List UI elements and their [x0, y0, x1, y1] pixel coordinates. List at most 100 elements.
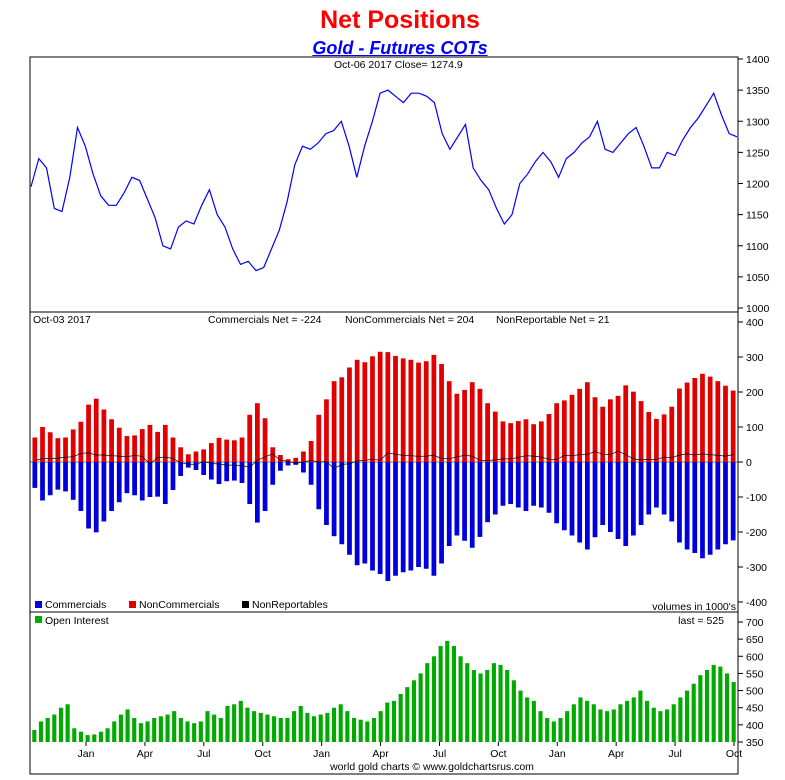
open-interest-bar	[112, 721, 117, 742]
open-interest-bar	[718, 666, 723, 742]
commercials-bar	[408, 462, 414, 571]
commercials-bar	[116, 462, 122, 503]
noncommercials-bar	[492, 411, 498, 462]
price-y-tick-label: 1200	[746, 179, 770, 191]
commercials-bar	[700, 462, 705, 559]
legend-swatch-open-interest	[35, 616, 42, 623]
open-interest-bar	[645, 700, 650, 742]
noncommercials-bar	[101, 409, 107, 462]
oi-y-tick-label: 350	[746, 737, 764, 749]
noncommercials-bar	[347, 367, 352, 462]
commercials-bar	[584, 462, 590, 550]
open-interest-bar	[138, 723, 143, 742]
noncommercials-bar	[592, 397, 598, 462]
open-interest-bar	[598, 709, 603, 742]
oi-y-tick-label: 700	[746, 617, 764, 629]
commercials-bar	[431, 462, 437, 576]
open-interest-bar	[385, 702, 390, 742]
price-y-tick-label: 1000	[746, 303, 770, 315]
noncommercials-bar	[124, 436, 130, 462]
open-interest-bar	[218, 718, 223, 742]
oi-y-tick-label: 550	[746, 668, 764, 680]
open-interest-bar	[165, 714, 170, 742]
net-y-tick-label: -300	[746, 562, 767, 574]
commercials-bar	[592, 462, 598, 538]
noncommercials-bar	[270, 447, 276, 462]
open-interest-bar	[711, 664, 716, 742]
noncommercials-bar	[324, 399, 329, 462]
open-interest-bar	[331, 707, 337, 742]
commercials-bar	[523, 462, 529, 511]
open-interest-bar	[351, 718, 357, 742]
x-tick-label: Apr	[608, 748, 625, 760]
legend-swatch-noncommercials	[129, 601, 136, 608]
commercials-bar	[308, 462, 314, 485]
noncommercials-bar	[193, 451, 199, 462]
commercials-bar	[354, 462, 360, 566]
open-interest-bar	[65, 704, 70, 742]
x-tick-label: Jul	[433, 748, 446, 760]
commercials-bar	[178, 462, 184, 476]
commercials-bar	[93, 462, 99, 533]
open-interest-bar	[704, 670, 710, 742]
commercials-bar	[377, 462, 383, 574]
commercials-bar	[224, 462, 230, 482]
commercials-bar	[216, 462, 222, 485]
x-tick-label: Jan	[549, 748, 566, 760]
chart-title: Net Positions	[320, 6, 480, 34]
noncommercials-bar	[631, 391, 636, 462]
open-interest-bar	[125, 709, 130, 742]
commercials-bar	[538, 462, 544, 508]
oi-y-tick-label: 450	[746, 703, 764, 715]
noncommercials-bar	[515, 421, 521, 462]
commercials-bar	[454, 462, 460, 536]
x-tick-label: Apr	[372, 748, 389, 760]
noncommercials-bar	[654, 418, 659, 462]
nonreportable-net-annotation: NonReportable Net = 21	[496, 314, 610, 326]
commercials-bar	[40, 462, 45, 501]
commercials-bar	[201, 462, 207, 475]
commercials-bar	[515, 462, 521, 508]
noncommercials-bar	[692, 378, 698, 462]
commercials-bar	[577, 462, 583, 543]
open-interest-bar	[638, 690, 643, 742]
noncommercials-bar	[170, 437, 176, 462]
open-interest-bar	[458, 656, 463, 742]
noncommercials-bar	[400, 358, 406, 462]
open-interest-bar	[684, 690, 690, 742]
price-panel: 1000 1050 1100 1150 1200 1250 1300 1350 1400	[30, 54, 770, 315]
commercials-bar	[331, 462, 337, 537]
commercials-bar	[615, 462, 621, 539]
net-y-tick-label: 100	[746, 422, 764, 434]
noncommercials-bar	[293, 457, 299, 462]
open-interest-bar	[72, 728, 77, 742]
open-interest-bar	[78, 731, 84, 742]
open-interest-bar	[298, 706, 303, 742]
x-tick-label: Apr	[137, 748, 154, 760]
commercials-bar	[554, 462, 560, 524]
noncommercials-bar	[316, 414, 322, 462]
commercials-bar	[492, 462, 498, 515]
open-interest-bar	[158, 716, 163, 742]
open-interest-bar	[518, 690, 523, 742]
open-interest-bar	[391, 700, 397, 742]
noncommercials-bar	[377, 351, 383, 462]
noncommercials-bar	[231, 440, 237, 462]
open-interest-bar	[565, 711, 570, 742]
net-y-tick-label: 200	[746, 387, 764, 399]
commercials-bar	[569, 462, 575, 536]
commercials-bar	[677, 462, 682, 543]
volumes-annotation: volumes in 1000's	[652, 601, 736, 613]
noncommercials-bar	[531, 424, 537, 462]
price-header: Oct-06 2017 Close= 1274.9	[334, 59, 463, 71]
open-interest-bar	[445, 640, 450, 742]
commercials-bar	[101, 462, 107, 522]
price-y-tick-label: 1400	[746, 54, 770, 66]
open-interest-bar	[232, 704, 237, 742]
open-interest-bar	[691, 683, 696, 742]
commercials-bar	[32, 462, 38, 488]
noncommercials-bar	[339, 377, 345, 462]
commercials-bar	[385, 462, 391, 581]
commercials-bar	[654, 462, 659, 508]
